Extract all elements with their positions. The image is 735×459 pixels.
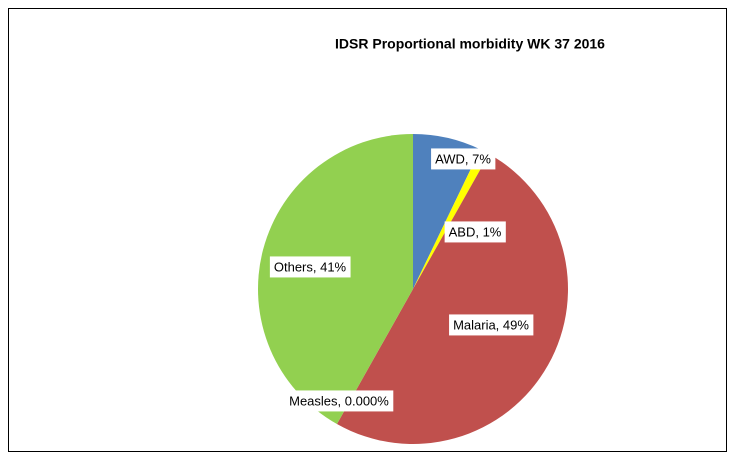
pie-slice	[258, 134, 413, 425]
data-label-box	[269, 256, 351, 278]
pie-slice	[336, 153, 568, 445]
data-label-box	[431, 148, 496, 170]
data-label-box	[285, 390, 394, 412]
pie-slice	[413, 134, 481, 289]
data-label: Others, 41%	[274, 259, 347, 274]
data-label: ABD, 1%	[449, 224, 502, 239]
data-label-box	[444, 221, 506, 243]
pie-slice	[413, 149, 490, 289]
data-label: AWD, 7%	[435, 151, 491, 166]
chart-title: IDSR Proportional morbidity WK 37 2016	[335, 36, 605, 52]
data-label: Malaria, 49%	[453, 317, 529, 332]
data-label: Measles, 0.000%	[289, 393, 389, 408]
data-label-box	[449, 314, 534, 336]
